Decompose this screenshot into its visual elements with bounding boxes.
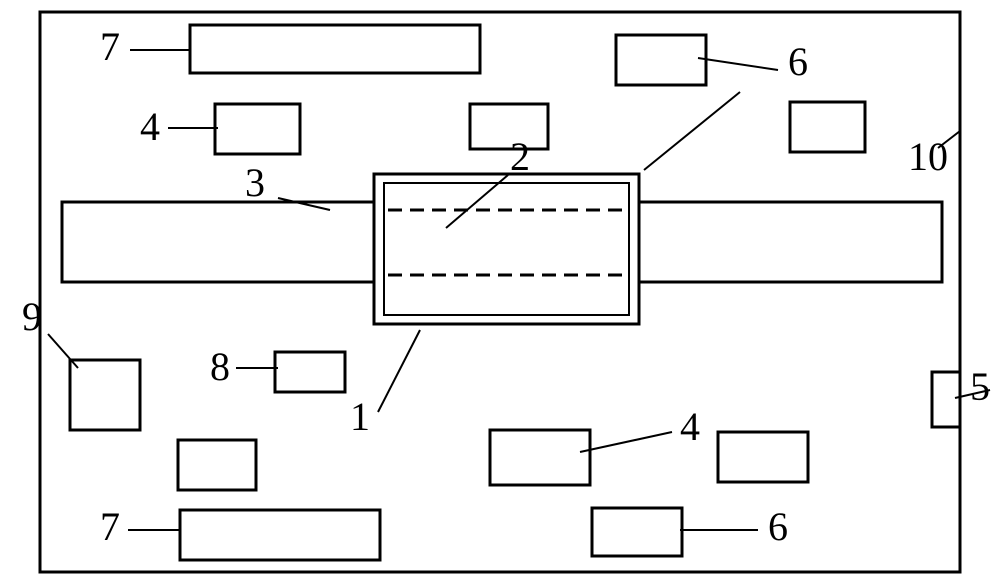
leader-l4_bot [580, 432, 672, 452]
schematic-diagram: 74610239814576 [0, 0, 1000, 581]
leader-l6_top [698, 58, 778, 70]
label-l5: 5 [970, 364, 990, 409]
label-l4_bot: 4 [680, 404, 700, 449]
label-l8: 8 [210, 344, 230, 389]
label-l1: 1 [350, 394, 370, 439]
block-bottom_right_a [718, 432, 808, 482]
block-mid_bottom_small [275, 352, 345, 392]
block-mid_top_center [470, 104, 548, 149]
label-l9: 9 [22, 294, 42, 339]
leader-l1 [378, 330, 420, 412]
label-l7_bot: 7 [100, 504, 120, 549]
block-bottom_center [490, 430, 590, 485]
block-mid_top_left [215, 104, 300, 154]
block-left_square [70, 360, 140, 430]
block-right_edge_small [932, 372, 960, 427]
block-bottom_long [180, 510, 380, 560]
block-top_right_a [616, 35, 706, 85]
leader-l6_top_b [644, 92, 740, 170]
leader-l9 [48, 334, 78, 368]
label-l10: 10 [908, 134, 948, 179]
label-l3: 3 [245, 160, 265, 205]
central-box-outer [374, 174, 639, 324]
label-l2: 2 [510, 134, 530, 179]
label-l7_top: 7 [100, 24, 120, 69]
label-l4_top: 4 [140, 104, 160, 149]
label-l6_bot: 6 [768, 504, 788, 549]
block-bottom_left_small [178, 440, 256, 490]
block-bottom_right_b [592, 508, 682, 556]
block-top_right_b [790, 102, 865, 152]
label-l6_top: 6 [788, 39, 808, 84]
block-top_long [190, 25, 480, 73]
